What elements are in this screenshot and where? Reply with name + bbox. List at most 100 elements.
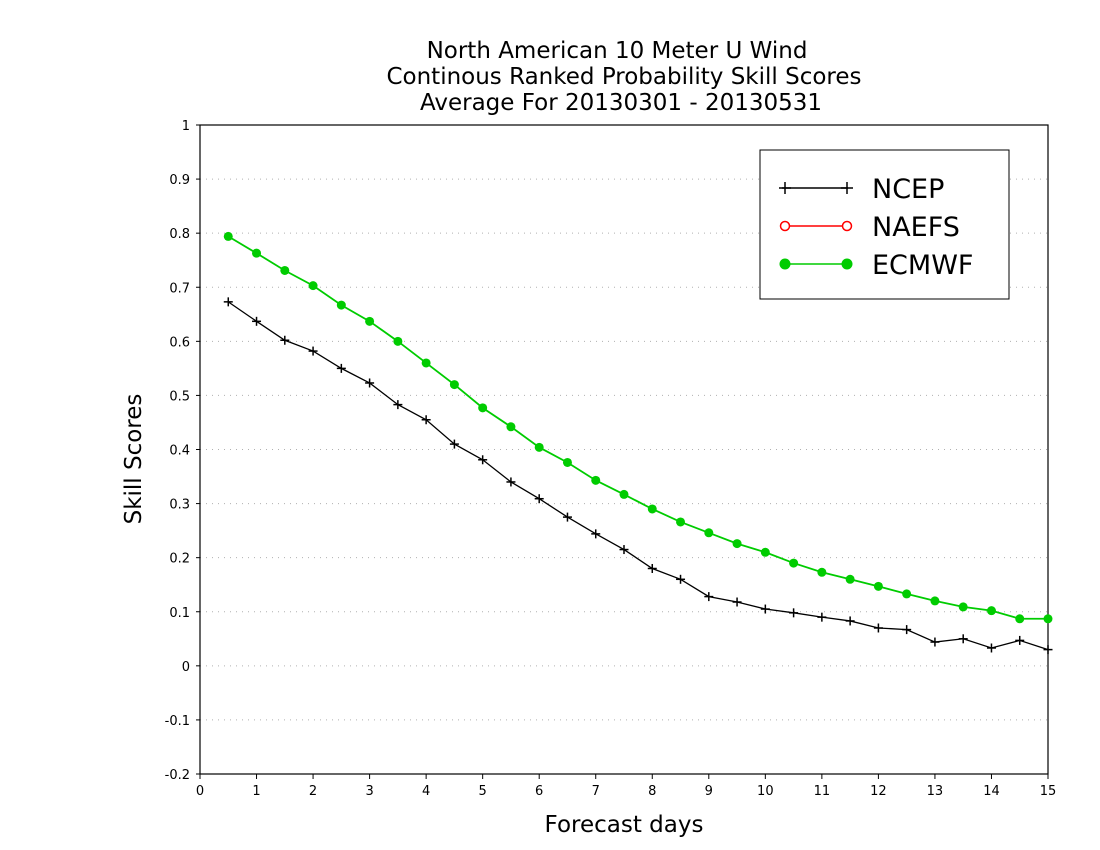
y-tick-label: 0.2 [169,552,190,567]
legend-item-ecmwf: ECMWF [779,250,973,281]
data-point [223,231,233,241]
data-point [647,563,657,573]
x-axis: 0 1 2 3 4 5 6 7 8 9 10 11 12 13 14 15 [196,774,1056,799]
legend: NCEP NAEFS ECMWF [759,149,1010,300]
data-point [841,182,853,194]
data-point [704,528,714,538]
series-layer [223,231,1053,655]
series-ncep [223,297,1053,655]
data-point [591,529,601,539]
x-tick-label: 2 [309,784,317,799]
data-point [619,545,629,555]
data-point [308,281,318,291]
x-tick-label: 1 [252,784,260,799]
data-point [393,336,403,346]
data-point [506,477,516,487]
data-point [779,258,791,270]
x-tick-label: 11 [814,784,831,799]
x-tick-label: 4 [422,784,430,799]
title-line-1: North American 10 Meter U Wind [427,38,808,64]
data-point [1015,614,1025,624]
data-point [789,608,799,618]
data-point [647,504,657,514]
data-point [930,596,940,606]
series-ecmwf [223,231,1053,624]
data-point [478,403,488,413]
data-point [365,316,375,326]
data-point [1015,635,1025,645]
data-point [958,634,968,644]
y-tick-label: 0.8 [169,227,190,242]
data-point [534,442,544,452]
data-point [252,248,262,258]
data-point [704,592,714,602]
data-point [280,265,290,275]
data-point [841,258,853,270]
y-tick-label: 0.5 [169,389,190,404]
x-tick-label: 5 [479,784,487,799]
series-line [227,301,1049,651]
y-axis: -0.2 -0.1 0 0.1 0.2 0.3 0.4 0.5 0.6 0.7 0.8 0.9 1 [165,119,200,783]
x-axis-label: Forecast days [545,812,704,838]
x-tick-label: 6 [535,784,543,799]
x-tick-label: 8 [648,784,656,799]
data-point [845,574,855,584]
legend-item-naefs: NAEFS [779,212,960,243]
data-point [902,625,912,635]
y-tick-label: -0.2 [165,768,190,783]
x-tick-label: 10 [757,784,774,799]
data-point [421,358,431,368]
title-line-2: Continous Ranked Probability Skill Score… [386,64,861,90]
data-point [789,558,799,568]
series-line [227,235,1048,620]
data-point [421,415,431,425]
data-point [449,439,459,449]
legend-items: NCEP NAEFS ECMWF [779,174,973,281]
legend-label: ECMWF [872,250,973,281]
data-point [986,643,996,653]
y-tick-label: 0.4 [169,444,190,459]
data-point [591,475,601,485]
data-point [365,378,375,388]
data-point [732,597,742,607]
data-point [676,517,686,527]
data-point [223,297,233,307]
data-point [308,346,318,356]
data-point [732,539,742,549]
y-tick-label: 0.1 [169,606,190,621]
x-tick-label: 0 [196,784,204,799]
x-tick-label: 9 [705,784,713,799]
x-tick-label: 13 [927,784,944,799]
data-point [336,300,346,310]
data-point [986,606,996,616]
data-point [930,637,940,647]
data-point [619,489,629,499]
chart-title: North American 10 Meter U Wind Continous… [386,38,861,116]
y-tick-label: 1 [182,119,190,134]
data-point [779,220,791,232]
data-point [478,455,488,465]
y-axis-label: Skill Scores [121,394,147,525]
data-point [1043,645,1053,655]
x-tick-label: 3 [365,784,373,799]
data-point [817,567,827,577]
x-tick-label: 12 [870,784,887,799]
data-point [873,581,883,591]
data-point [676,574,686,584]
data-point [902,589,912,599]
x-tick-label: 15 [1040,784,1057,799]
y-tick-label: 0.9 [169,173,190,188]
data-point [562,512,572,522]
data-point [280,335,290,345]
x-tick-label: 7 [592,784,600,799]
legend-label: NCEP [872,174,944,205]
data-point [336,363,346,373]
y-tick-label: 0.3 [169,498,190,513]
y-tick-label: 0.7 [169,281,190,296]
data-point [534,494,544,504]
data-point [393,400,403,410]
data-point [845,616,855,626]
y-tick-label: -0.1 [165,714,190,729]
data-point [562,457,572,467]
